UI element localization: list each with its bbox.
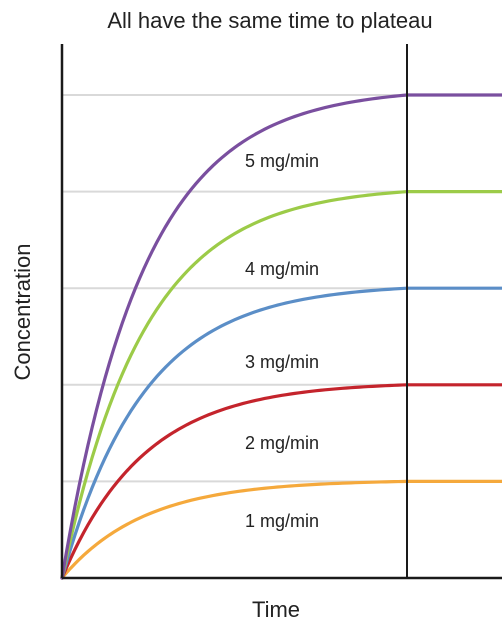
series-label-3: 3 mg/min [245, 352, 319, 372]
gridlines [62, 94, 407, 483]
series-curve-4 [60, 190, 409, 580]
series-labels: 1 mg/min 2 mg/min 3 mg/min 4 mg/min 5 mg/min [245, 151, 319, 531]
series-label-5: 5 mg/min [245, 151, 319, 171]
flat-lines [407, 93, 502, 483]
curves [60, 93, 409, 580]
x-axis-label: Time [252, 597, 300, 622]
chart-title: All have the same time to plateau [107, 8, 432, 33]
series-label-4: 4 mg/min [245, 259, 319, 279]
series-curve-1 [60, 479, 409, 580]
series-label-2: 2 mg/min [245, 433, 319, 453]
series-curve-2 [60, 383, 409, 580]
y-axis-label: Concentration [10, 244, 35, 381]
series-curve-5 [60, 93, 409, 580]
series-label-1: 1 mg/min [245, 511, 319, 531]
series-curve-3 [60, 286, 409, 580]
